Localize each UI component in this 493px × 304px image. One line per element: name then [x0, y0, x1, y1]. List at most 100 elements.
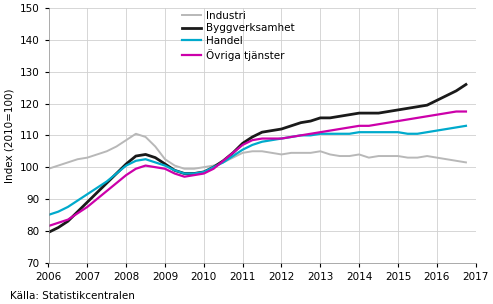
Övriga tjänster	[133, 167, 139, 171]
Övriga tjänster	[463, 110, 469, 113]
Industri	[191, 167, 197, 171]
Byggverksamhet	[84, 200, 90, 204]
Övriga tjänster	[211, 167, 216, 171]
Handel	[181, 172, 187, 175]
Byggverksamhet	[249, 135, 255, 139]
Byggverksamhet	[152, 156, 158, 160]
Övriga tjänster	[259, 137, 265, 140]
Handel	[424, 130, 430, 134]
Industri	[74, 157, 80, 161]
Handel	[94, 186, 100, 190]
Handel	[249, 143, 255, 147]
Övriga tjänster	[395, 119, 401, 123]
Industri	[162, 157, 168, 161]
Industri	[386, 154, 391, 158]
Handel	[74, 199, 80, 202]
Övriga tjänster	[55, 221, 61, 225]
Byggverksamhet	[395, 108, 401, 112]
Övriga tjänster	[113, 181, 119, 185]
Övriga tjänster	[269, 137, 275, 140]
Övriga tjänster	[279, 137, 284, 140]
Industri	[220, 161, 226, 164]
Handel	[405, 132, 411, 136]
Handel	[191, 172, 197, 175]
Industri	[133, 132, 139, 136]
Line: Handel: Handel	[48, 126, 466, 215]
Industri	[453, 159, 459, 163]
Handel	[288, 135, 294, 139]
Övriga tjänster	[94, 197, 100, 201]
Övriga tjänster	[201, 172, 207, 175]
Handel	[211, 165, 216, 169]
Industri	[249, 150, 255, 153]
Övriga tjänster	[123, 173, 129, 177]
Handel	[84, 192, 90, 196]
Handel	[123, 164, 129, 168]
Övriga tjänster	[288, 135, 294, 139]
Handel	[366, 130, 372, 134]
Industri	[444, 157, 450, 161]
Handel	[415, 132, 421, 136]
Övriga tjänster	[181, 175, 187, 178]
Övriga tjänster	[172, 172, 177, 175]
Industri	[405, 156, 411, 160]
Industri	[142, 135, 148, 139]
Handel	[453, 126, 459, 129]
Övriga tjänster	[444, 111, 450, 115]
Industri	[152, 145, 158, 148]
Industri	[347, 154, 352, 158]
Byggverksamhet	[337, 115, 343, 118]
Övriga tjänster	[356, 124, 362, 128]
Industri	[395, 154, 401, 158]
Övriga tjänster	[220, 159, 226, 163]
Industri	[181, 167, 187, 171]
Övriga tjänster	[317, 130, 323, 134]
Industri	[317, 150, 323, 153]
Övriga tjänster	[337, 127, 343, 131]
Övriga tjänster	[415, 116, 421, 120]
Industri	[113, 145, 119, 148]
Övriga tjänster	[376, 123, 382, 126]
Byggverksamhet	[65, 219, 71, 223]
Övriga tjänster	[45, 224, 51, 228]
Handel	[347, 132, 352, 136]
Byggverksamhet	[201, 170, 207, 174]
Byggverksamhet	[220, 159, 226, 163]
Handel	[317, 132, 323, 136]
Industri	[327, 153, 333, 156]
Industri	[55, 164, 61, 168]
Line: Övriga tjänster: Övriga tjänster	[48, 112, 466, 226]
Övriga tjänster	[84, 205, 90, 209]
Byggverksamhet	[142, 153, 148, 156]
Industri	[123, 138, 129, 142]
Handel	[463, 124, 469, 128]
Övriga tjänster	[308, 132, 314, 136]
Byggverksamhet	[269, 129, 275, 133]
Handel	[259, 140, 265, 143]
Industri	[366, 156, 372, 160]
Industri	[279, 153, 284, 156]
Handel	[133, 159, 139, 163]
Övriga tjänster	[104, 189, 110, 193]
Handel	[434, 129, 440, 133]
Industri	[356, 153, 362, 156]
Byggverksamhet	[191, 172, 197, 175]
Handel	[104, 180, 110, 183]
Handel	[230, 154, 236, 158]
Industri	[240, 151, 246, 155]
Övriga tjänster	[434, 113, 440, 116]
Industri	[259, 150, 265, 153]
Industri	[434, 156, 440, 160]
Byggverksamhet	[162, 162, 168, 166]
Industri	[424, 154, 430, 158]
Byggverksamhet	[181, 172, 187, 175]
Handel	[444, 127, 450, 131]
Handel	[65, 205, 71, 209]
Byggverksamhet	[405, 106, 411, 110]
Byggverksamhet	[347, 113, 352, 116]
Industri	[65, 161, 71, 164]
Övriga tjänster	[327, 129, 333, 133]
Handel	[376, 130, 382, 134]
Byggverksamhet	[298, 121, 304, 124]
Handel	[220, 161, 226, 164]
